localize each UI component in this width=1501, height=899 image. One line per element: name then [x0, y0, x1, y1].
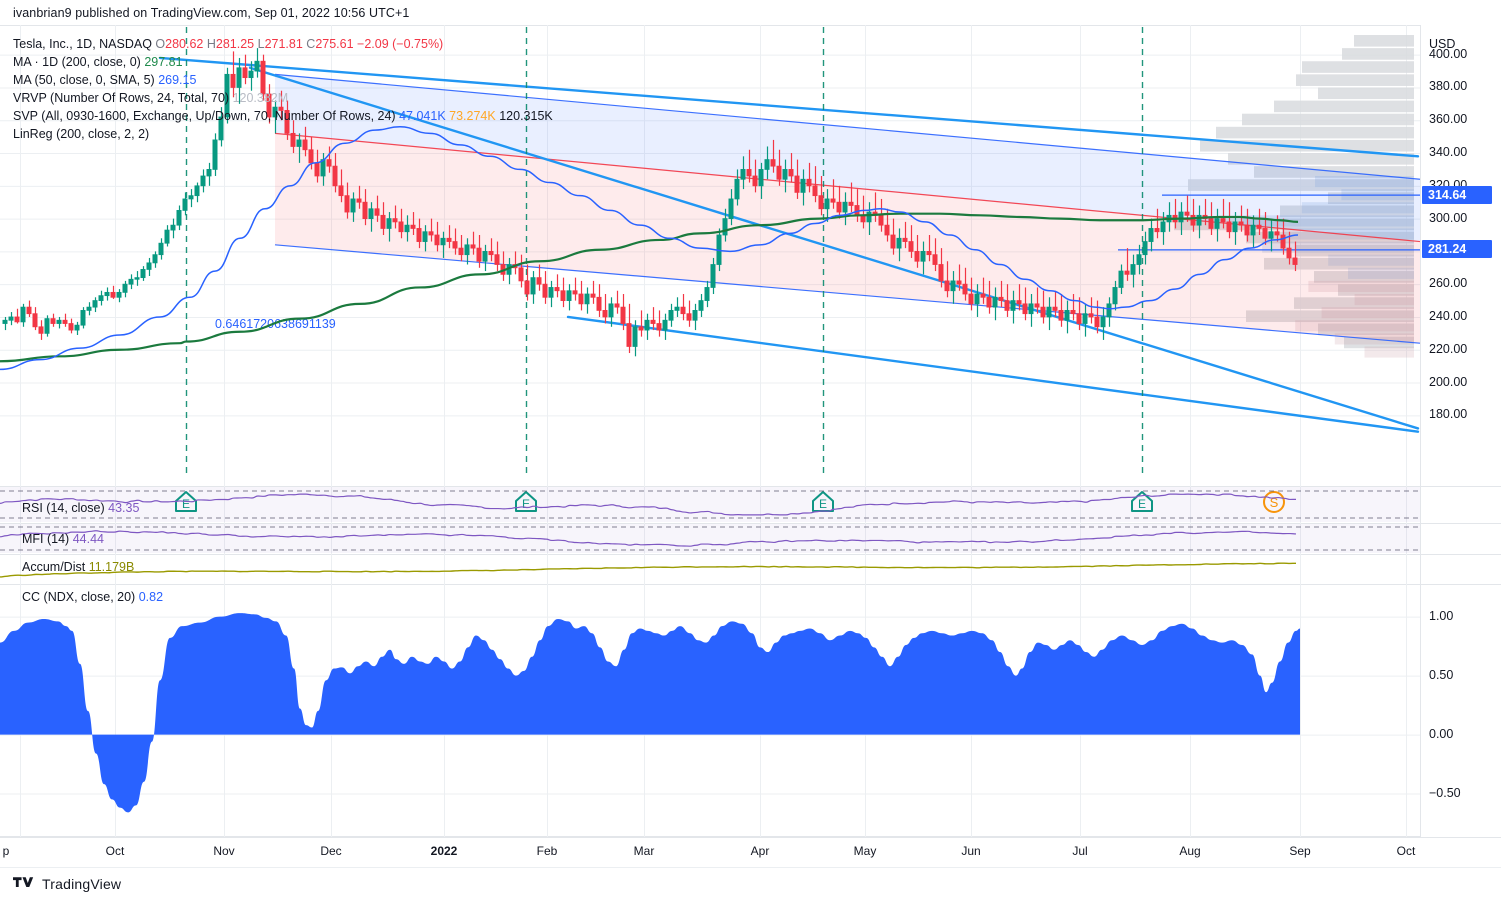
cc-pane	[0, 613, 1300, 813]
price-axis-tick: 180.00	[1429, 407, 1468, 422]
time-axis-label: Dec	[320, 844, 342, 858]
price-tag-last[interactable]: 281.24	[1422, 240, 1492, 259]
time-axis-label: Mar	[633, 844, 655, 858]
price-tag-high[interactable]: 314.64	[1422, 185, 1492, 204]
time-axis[interactable]: p Oct Nov Dec 2022 Feb Mar Apr May Jun Jul Aug Sep Oc…	[0, 837, 1501, 868]
tradingview-mark-icon	[13, 876, 34, 887]
candlestick-series	[2, 48, 1298, 357]
cc-axis-tick: 0.00	[1429, 726, 1454, 741]
time-axis-label: p	[2, 844, 10, 858]
price-axis-tick: 200.00	[1429, 374, 1468, 389]
price-axis[interactable]: USD 400.00 380.00 360.00 340.00 320.00 300.00 2…	[1420, 25, 1501, 837]
accdist-pane	[0, 562, 1297, 578]
price-axis-tick: 360.00	[1429, 112, 1468, 127]
cc-axis-tick: 1.00	[1429, 608, 1454, 623]
axis-pane-divider	[1421, 584, 1501, 585]
price-axis-tick: 300.00	[1429, 210, 1468, 225]
time-axis-label: Sep	[1289, 844, 1311, 858]
axis-pane-divider	[1421, 523, 1501, 524]
earnings-marker	[812, 491, 834, 512]
publish-info-text: ivanbrian9 published on TradingView.com,…	[13, 5, 410, 20]
trend-channel	[158, 56, 1420, 433]
time-axis-label: Jun	[961, 844, 981, 858]
publish-info-bar: ivanbrian9 published on TradingView.com,…	[0, 0, 1501, 25]
moving-averages	[0, 126, 1299, 371]
price-axis-tick: 240.00	[1429, 308, 1468, 323]
time-axis-label: Nov	[213, 844, 235, 858]
time-axis-label: Apr	[750, 844, 770, 858]
chart-footer: TradingView	[0, 867, 1501, 899]
earnings-marker-label: E	[1138, 497, 1146, 511]
time-axis-label: Oct	[105, 844, 125, 858]
mfi-pane	[0, 524, 1420, 553]
tradingview-wordmark: TradingView	[42, 875, 122, 892]
price-axis-tick: 260.00	[1429, 276, 1468, 291]
rsi-pane	[0, 487, 1420, 522]
time-axis-label: 2022	[430, 844, 458, 858]
price-axis-tick: 220.00	[1429, 341, 1468, 356]
split-marker-label: S	[1270, 495, 1279, 510]
cc-axis-tick: 0.50	[1429, 667, 1454, 682]
axis-pane-divider	[1421, 554, 1501, 555]
tradingview-logo[interactable]: TradingView	[13, 876, 121, 892]
price-axis-tick: 400.00	[1429, 46, 1468, 61]
time-axis-label: Jul	[1072, 844, 1088, 858]
price-axis-tick: 340.00	[1429, 145, 1468, 160]
time-axis-label: Feb	[536, 844, 558, 858]
price-levels	[1118, 194, 1420, 251]
time-axis-label: Aug	[1179, 844, 1201, 858]
time-axis-label: May	[853, 844, 877, 858]
price-axis-currency: USD	[1429, 37, 1456, 51]
chart-frame[interactable]: 0.6461720638691139 E E E E S Tesla, Inc., 1D,…	[0, 25, 1501, 837]
earnings-marker-label: E	[819, 497, 827, 511]
cc-axis-tick: −0.50	[1429, 785, 1461, 800]
axis-pane-divider	[1421, 486, 1501, 487]
earnings-marker-label: E	[182, 497, 190, 511]
price-axis-tick: 380.00	[1429, 79, 1468, 94]
time-axis-label: Oct	[1396, 844, 1416, 858]
earnings-marker-label: E	[522, 497, 530, 511]
